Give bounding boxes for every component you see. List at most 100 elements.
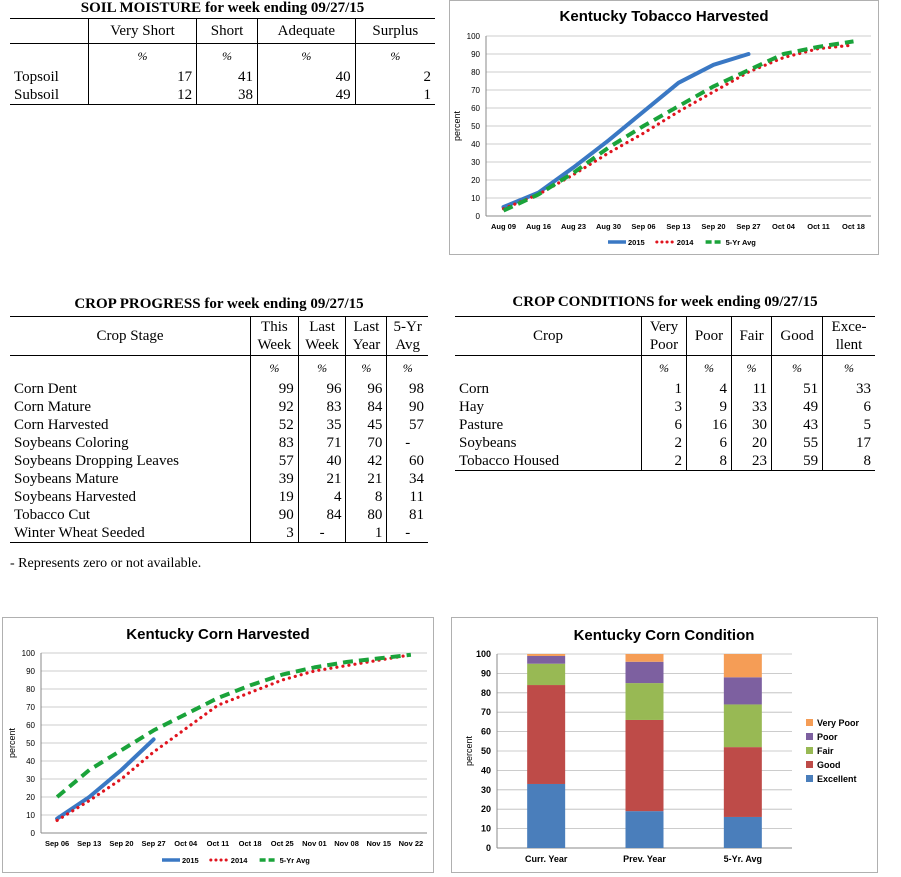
bar-segment-excellent bbox=[723, 816, 762, 848]
x-tick-label: Aug 23 bbox=[561, 222, 586, 231]
x-tick-label: Aug 30 bbox=[596, 222, 621, 231]
progress-cell: - bbox=[386, 524, 428, 543]
progress-cell: 81 bbox=[386, 506, 428, 524]
progress-unit: % bbox=[250, 355, 299, 380]
progress-header-row: Crop Stage This Week Last Week Last Year 5-Yr Av… bbox=[10, 316, 428, 356]
soil-col-very-short: Very Short bbox=[87, 18, 197, 44]
soil-header-blank bbox=[10, 19, 89, 44]
legend-label-very-poor: Very Poor bbox=[817, 718, 860, 728]
legend-swatch-fair bbox=[806, 747, 813, 754]
cond-row-corn: Corn 1 4 11 51 33 bbox=[455, 380, 875, 398]
progress-col-part: Last bbox=[309, 319, 336, 335]
progress-cell: 21 bbox=[297, 470, 346, 488]
progress-row-corn-harvested: Corn Harvested 52 35 45 57 bbox=[10, 416, 428, 434]
soil-col-adequate: Adequate bbox=[257, 18, 356, 44]
cond-row-hay: Hay 3 9 33 49 6 bbox=[455, 398, 875, 416]
x-tick-label: Oct 18 bbox=[842, 222, 865, 231]
y-tick-label: 100 bbox=[467, 32, 481, 41]
progress-row-label: Corn Dent bbox=[14, 381, 77, 397]
x-tick-label: Nov 15 bbox=[366, 839, 391, 848]
cond-col-good: Good bbox=[771, 316, 823, 356]
y-tick-label: 0 bbox=[476, 212, 481, 221]
cond-cell: 5 bbox=[822, 416, 875, 434]
cond-cell: 55 bbox=[771, 434, 823, 452]
progress-col-this-week: This Week bbox=[250, 316, 299, 356]
x-tick-label: Nov 01 bbox=[302, 839, 327, 848]
progress-row-winter-wheat-seeded: Winter Wheat Seeded 3-1- bbox=[10, 524, 428, 543]
progress-cell: 83 bbox=[297, 398, 346, 416]
cond-col-part: llent bbox=[835, 337, 863, 353]
tobacco-harvested-chart: Kentucky Tobacco Harvested 0 10 20 30 40 50 60 7… bbox=[452, 8, 871, 247]
corn-harvested-chart: Kentucky Corn Harvested 0 10 20 30 40 50 60 70 80… bbox=[7, 626, 427, 865]
crop-progress-table: Crop Stage This Week Last Week Last Year 5-Yr Av… bbox=[10, 316, 428, 543]
progress-col-5-yr-avg: 5-Yr Avg bbox=[386, 316, 428, 356]
cond-cell: 11 bbox=[731, 380, 772, 398]
y-tick-label: 60 bbox=[471, 104, 480, 113]
x-tick-label: Oct 11 bbox=[807, 222, 830, 231]
soil-moisture-title: SOIL MOISTURE for week ending 09/27/15 bbox=[80, 0, 365, 16]
cond-cell: 33 bbox=[822, 380, 875, 398]
chart-legend: 2015 2014 5-Yr Avg bbox=[162, 856, 310, 865]
crop-progress-footnote: - Represents zero or not available. bbox=[10, 556, 202, 571]
cond-row-pasture: Pasture 6 16 30 43 5 bbox=[455, 416, 875, 434]
y-tick-label: 0 bbox=[486, 843, 491, 853]
corn-harvested-chart-panel: Kentucky Corn Harvested 0 10 20 30 40 50 60 70 80… bbox=[2, 617, 434, 873]
soil-cell: 49 bbox=[257, 86, 356, 105]
cond-unit-blank bbox=[455, 356, 642, 381]
x-tick-label: Sep 13 bbox=[77, 839, 101, 848]
progress-cell: 21 bbox=[345, 470, 387, 488]
bar-segment-fair bbox=[723, 704, 762, 748]
soil-row-label: Topsoil bbox=[14, 69, 59, 85]
progress-col-part: This bbox=[261, 319, 288, 335]
progress-cell: 45 bbox=[345, 416, 387, 434]
y-tick-label: 60 bbox=[26, 721, 35, 730]
cond-row-label: Hay bbox=[459, 399, 484, 415]
legend-label-2014: 2014 bbox=[231, 856, 249, 865]
progress-col-part: Last bbox=[353, 319, 380, 335]
progress-cell: 84 bbox=[297, 506, 346, 524]
legend-label-2015: 2015 bbox=[182, 856, 199, 865]
y-tick-label: 100 bbox=[476, 649, 491, 659]
y-tick-label: 80 bbox=[471, 68, 480, 77]
progress-unit-blank bbox=[10, 356, 251, 381]
progress-row-soybeans-dropping-leaves: Soybeans Dropping Leaves 57 40 42 60 bbox=[10, 452, 428, 470]
cond-col-crop: Crop bbox=[533, 328, 563, 344]
series-line-5-yr-avg bbox=[502, 39, 854, 213]
cond-cell: 30 bbox=[731, 416, 772, 434]
progress-cell: 57 bbox=[250, 452, 299, 470]
cond-cell: 2 bbox=[640, 452, 687, 471]
progress-cell: 96 bbox=[297, 380, 346, 398]
cond-cell: 43 bbox=[771, 416, 823, 434]
soil-cell: 38 bbox=[196, 86, 258, 105]
progress-row-soybeans-coloring: Soybeans Coloring 83 71 70- bbox=[10, 434, 428, 452]
series-line-2014 bbox=[55, 653, 413, 822]
progress-cell: 84 bbox=[345, 398, 387, 416]
progress-cell: 90 bbox=[250, 506, 299, 524]
cond-unit: % bbox=[822, 355, 875, 380]
progress-col-part: Week bbox=[257, 337, 292, 353]
legend-swatch-good bbox=[806, 761, 813, 768]
progress-row-soybeans-harvested: Soybeans Harvested 19 4 8 11 bbox=[10, 488, 428, 506]
progress-row-corn-dent: Corn Dent 99 96 96 98 bbox=[10, 380, 428, 398]
crop-conditions-title: CROP CONDITIONS for week ending 09/27/15 bbox=[512, 294, 818, 310]
bar-segment-good bbox=[723, 747, 762, 817]
progress-cell: 57 bbox=[386, 416, 428, 434]
soil-col-short: Short bbox=[196, 18, 258, 44]
y-tick-label: 80 bbox=[481, 688, 491, 698]
soil-header-row: Very Short Short Adequate Surplus bbox=[10, 18, 435, 44]
progress-cell: 34 bbox=[386, 470, 428, 488]
legend-label-2015: 2015 bbox=[628, 238, 645, 247]
soil-unit: % bbox=[257, 43, 356, 68]
cond-unit: % bbox=[771, 355, 823, 380]
soil-cell: 12 bbox=[87, 86, 197, 105]
cond-col-poor: Poor bbox=[686, 316, 732, 356]
crop-progress-title: CROP PROGRESS for week ending 09/27/15 bbox=[74, 296, 364, 312]
cond-cell: 1 bbox=[640, 380, 687, 398]
soil-row-subsoil: Subsoil 12 38 49 1 bbox=[10, 86, 435, 105]
cond-cell: 49 bbox=[771, 398, 823, 416]
cond-col-exce-llent: Exce-llent bbox=[822, 316, 875, 356]
series-line-2015 bbox=[55, 737, 156, 821]
cond-row-label: Corn bbox=[459, 381, 489, 397]
progress-col-part: Week bbox=[305, 337, 339, 353]
cond-cell: 4 bbox=[686, 380, 732, 398]
